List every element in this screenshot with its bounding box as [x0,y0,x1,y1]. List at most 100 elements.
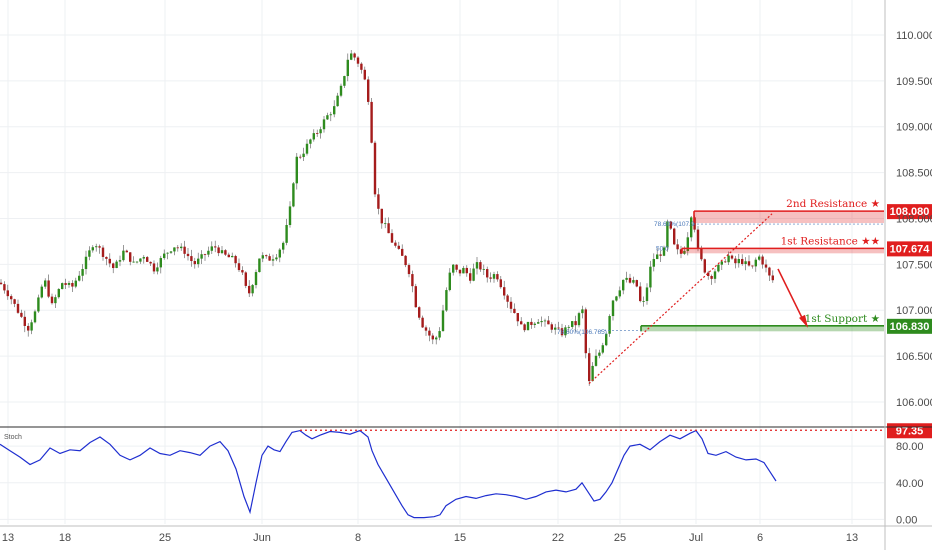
candle [747,255,751,267]
candle [139,258,142,264]
candle [156,262,159,275]
candle [125,249,128,253]
candle [703,258,706,274]
price-tick-label: 108.500 [896,168,932,180]
candle-body [611,300,615,317]
candle-body [363,69,366,80]
candle-body [730,255,734,259]
time-tick-label: 13 [846,532,858,544]
candle [200,250,203,264]
candle [91,245,94,253]
candle-body [57,289,60,298]
candle-body [608,316,611,334]
candle-body [499,279,502,288]
candle [622,279,625,295]
candle [295,152,298,190]
candle-body [686,237,689,252]
candle-body [200,254,203,259]
candle-body [628,277,632,283]
candle [40,284,43,299]
candle [302,147,305,162]
candle [234,254,237,268]
candle [360,62,363,74]
candle [628,273,632,284]
candle-body [407,265,411,275]
candle [591,362,594,382]
candle [343,75,346,89]
candle-body [186,253,190,257]
candle-body [156,267,159,272]
level-zone [682,248,884,254]
candle [326,112,329,120]
candle [758,254,761,261]
candle [380,208,383,229]
candle-body [737,258,740,264]
candle-body [475,262,479,269]
candle [207,246,210,258]
candle-body [30,322,33,331]
candle-body [61,283,64,290]
candle-body [241,270,244,273]
candle [598,349,601,359]
candle [275,254,278,262]
candle [482,264,485,276]
candle [737,253,740,268]
candle-body [248,285,251,294]
candle-body [707,272,710,277]
candle [625,271,628,283]
price-tick-label: 108.000 [896,213,932,225]
candle-body [424,327,428,331]
candle [479,260,482,272]
candle [152,260,156,275]
candle-body [741,258,744,265]
time-tick-label: Jul [689,532,703,544]
candle-body [265,255,268,257]
candle-body [435,337,438,340]
candle-body [503,287,506,296]
candle [176,245,179,252]
candle-body [455,264,458,270]
candle-body [268,256,271,261]
candle-body [594,355,598,366]
candle [384,217,387,229]
candle [129,252,132,266]
price-tick-label: 106.000 [896,397,932,409]
candle [265,254,268,259]
candle [261,252,264,263]
candle-body [203,254,207,256]
candle [108,253,111,268]
candle [618,286,621,299]
candle [428,327,431,342]
candle-body [747,261,751,266]
price-tick-label: 107.500 [896,259,932,271]
candle-body [295,156,298,184]
candle-body [462,267,465,274]
candle-body [394,242,397,246]
candle-body [88,250,91,257]
candle [322,116,326,133]
candle-body [47,280,50,297]
candle-body [360,63,363,70]
candle-body [513,308,516,314]
candle [448,268,451,292]
candle-body [67,282,71,285]
candle-body [469,273,472,281]
time-tick-label: 6 [757,532,763,544]
time-tick-label: 8 [355,532,361,544]
candle-body [329,114,332,116]
candle [656,248,659,260]
projection-arrow [777,268,805,323]
candle-body [577,313,581,326]
candle-body [166,252,169,254]
candle-body [71,282,74,287]
candle-body [373,142,377,195]
candle-body [193,261,196,265]
candle-body [10,296,13,300]
candle [186,248,190,261]
candle [316,129,319,137]
candle-body [0,282,3,285]
candle [292,181,295,208]
candle-body [584,309,587,354]
candle-body [40,286,43,298]
